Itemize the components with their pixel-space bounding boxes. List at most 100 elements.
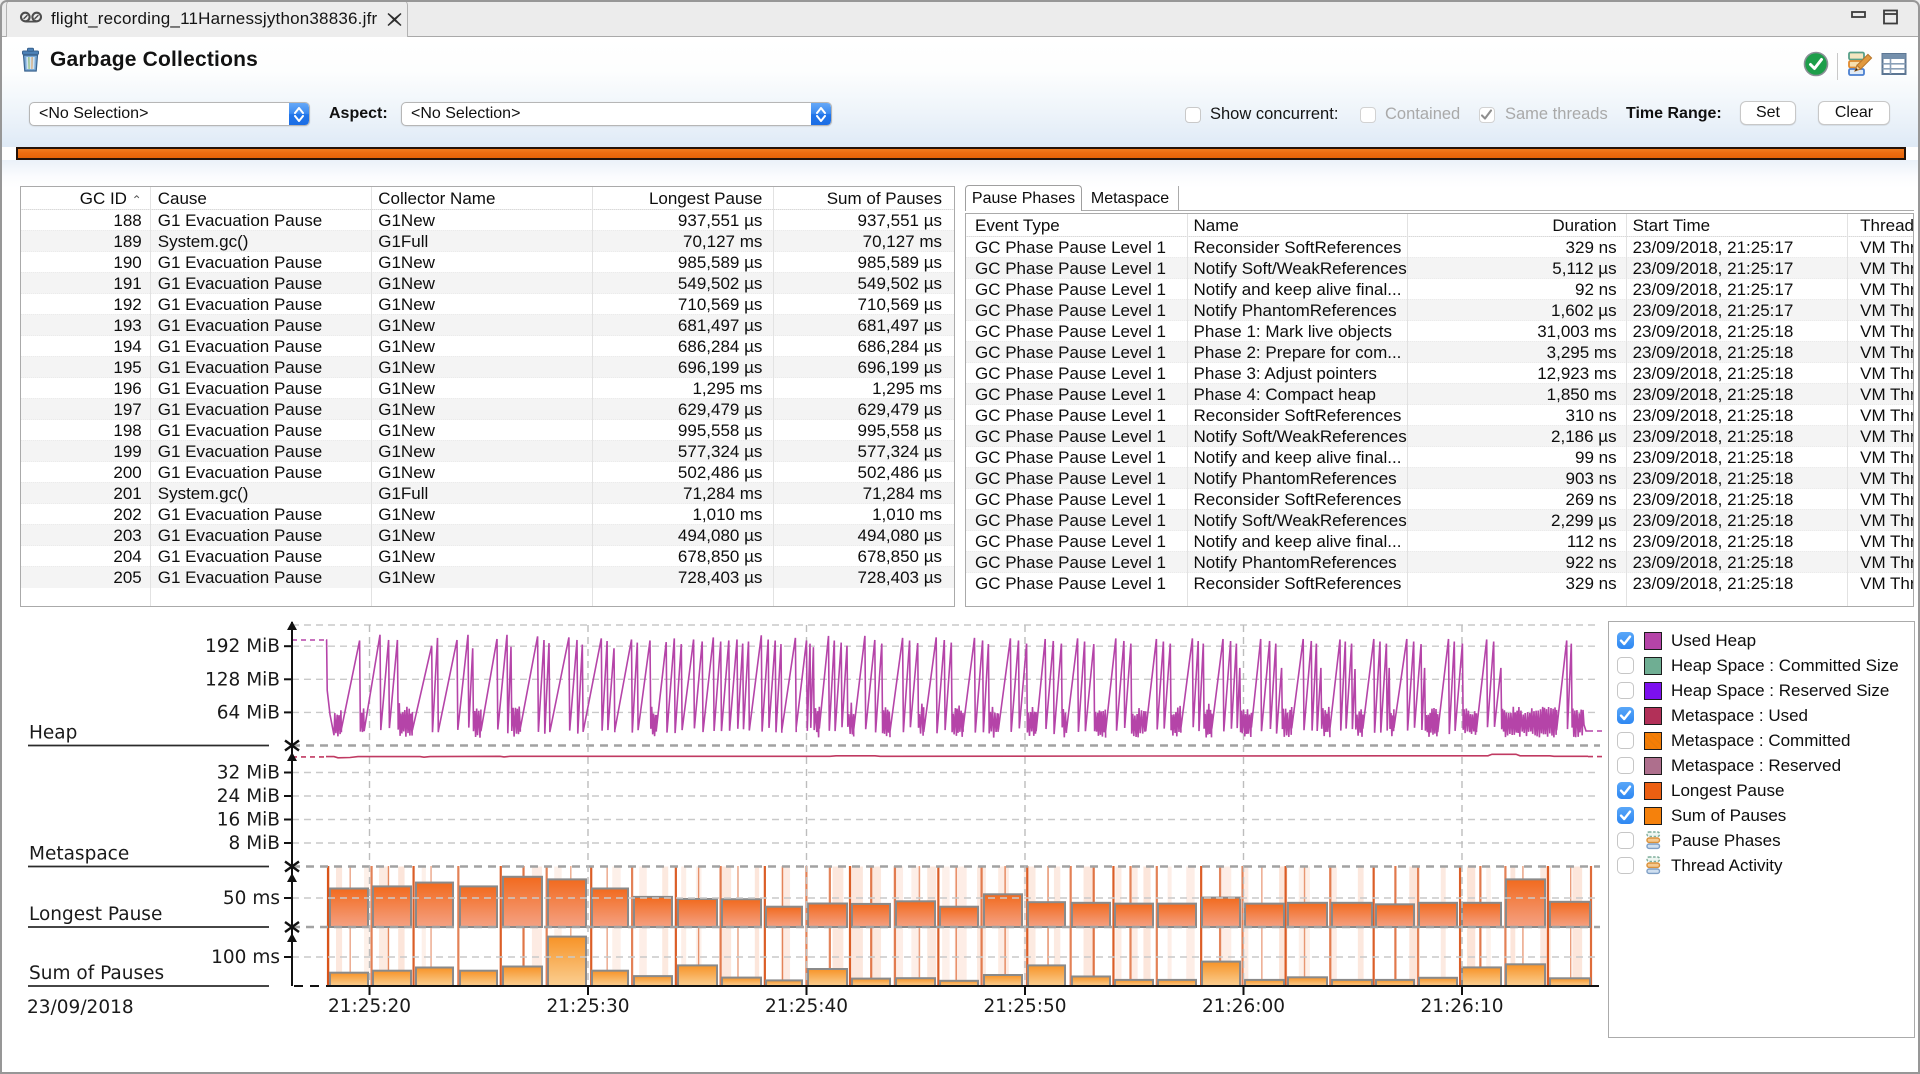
table-row[interactable]: GC Phase Pause Level 1 Reconsider SoftRef… [966, 488, 1913, 510]
tab-close-icon[interactable] [387, 10, 402, 28]
legend-checkbox[interactable] [1617, 632, 1634, 649]
time-range-clear-button[interactable]: Clear [1818, 101, 1890, 125]
table-row[interactable]: GC Phase Pause Level 1 Phase 2: Prepare f… [966, 341, 1913, 363]
longest-pause-bar[interactable] [721, 898, 763, 929]
longest-pause-bar[interactable] [1548, 900, 1591, 929]
longest-pause-bar[interactable] [502, 875, 544, 928]
column-header[interactable]: Thread [1860, 216, 1913, 235]
result-ok-icon[interactable] [1803, 51, 1829, 82]
legend-checkbox[interactable] [1617, 832, 1634, 849]
column-header[interactable]: Collector Name [378, 189, 496, 208]
table-row[interactable]: GC Phase Pause Level 1 Phase 3: Adjust po… [966, 362, 1913, 384]
table-row[interactable]: GC Phase Pause Level 1 Reconsider SoftRef… [966, 572, 1913, 594]
table-row[interactable]: 203 G1 Evacuation Pause G1New 494,080 µs 494… [21, 524, 954, 546]
pause-phases-table-header[interactable]: Event Type Name Duration Start Time Thread [966, 214, 1913, 237]
legend-checkbox[interactable] [1617, 857, 1634, 874]
longest-pause-bar[interactable] [590, 887, 630, 928]
column-header[interactable]: Longest Pause [648, 189, 763, 208]
legend-checkbox[interactable] [1617, 657, 1634, 674]
legend-item[interactable]: Metaspace : Reserved [1617, 753, 1914, 778]
legend-item[interactable]: Longest Pause [1617, 778, 1914, 803]
sum-of-pauses-bar[interactable] [1201, 960, 1242, 988]
longest-pause-bar[interactable] [1417, 901, 1458, 929]
sum-of-pauses-bar[interactable] [1461, 966, 1503, 988]
table-row[interactable]: 198 G1 Evacuation Pause G1New 995,558 µs 995… [21, 419, 954, 441]
contained-checkbox[interactable] [1360, 107, 1376, 123]
longest-pause-bar[interactable] [764, 905, 803, 929]
table-row[interactable]: GC Phase Pause Level 1 Notify and keep al… [966, 278, 1913, 300]
longest-pause-bar[interactable] [414, 881, 455, 929]
legend-item[interactable]: Heap Space : Reserved Size [1617, 678, 1914, 703]
table-row[interactable]: 193 G1 Evacuation Pause G1New 681,497 µs 681… [21, 314, 954, 336]
longest-pause-bar[interactable] [1026, 901, 1067, 929]
table-row[interactable]: 195 G1 Evacuation Pause G1New 696,199 µs 696… [21, 356, 954, 378]
table-row[interactable]: GC Phase Pause Level 1 Phase 1: Mark live… [966, 320, 1913, 342]
sum-of-pauses-bar[interactable] [721, 976, 763, 988]
table-row[interactable]: GC Phase Pause Level 1 Notify Soft/WeakRe… [966, 425, 1913, 447]
table-row[interactable]: 196 G1 Evacuation Pause G1New 1,295 ms 1,295… [21, 377, 954, 399]
sum-of-pauses-bar[interactable] [328, 971, 369, 988]
sum-of-pauses-bar[interactable] [1417, 976, 1458, 988]
pause-phases-table[interactable]: Event Type Name Duration Start Time Thread GC… [965, 213, 1914, 607]
longest-pause-bar[interactable] [1070, 901, 1111, 929]
minimize-button[interactable] [1850, 9, 1868, 25]
legend-checkbox[interactable] [1617, 807, 1634, 824]
sum-of-pauses-bar[interactable] [677, 964, 719, 987]
gc-table[interactable]: GC ID ⌃ Cause Collector Name Longest Pause S… [20, 186, 955, 607]
legend-checkbox[interactable] [1617, 732, 1634, 749]
table-row[interactable]: GC Phase Pause Level 1 Reconsider SoftRef… [966, 404, 1913, 426]
column-header[interactable]: Start Time [1632, 216, 1711, 235]
table-row[interactable]: 205 G1 Evacuation Pause G1New 728,403 µs 728… [21, 566, 954, 588]
table-row[interactable]: 192 G1 Evacuation Pause G1New 710,569 µs 710… [21, 293, 954, 315]
longest-pause-bar[interactable] [677, 897, 719, 929]
table-row[interactable]: GC Phase Pause Level 1 Notify Soft/WeakRe… [966, 257, 1913, 279]
legend-item[interactable]: Used Heap [1617, 628, 1914, 653]
longest-pause-bar[interactable] [1201, 896, 1242, 928]
table-row[interactable]: GC Phase Pause Level 1 Phase 4: Compact h… [966, 383, 1913, 405]
tab-pause-phases[interactable]: Pause Phases [965, 185, 1082, 211]
legend-checkbox[interactable] [1617, 757, 1634, 774]
sum-of-pauses-bar[interactable] [1070, 975, 1111, 987]
table-row[interactable]: 202 G1 Evacuation Pause G1New 1,010 ms 1,010… [21, 503, 954, 525]
table-row[interactable]: GC Phase Pause Level 1 Notify PhantomRefe… [966, 467, 1913, 489]
longest-pause-bar[interactable] [850, 902, 892, 929]
editor-tab[interactable]: flight_recording_11Harnessjython38836.jf… [6, 0, 408, 37]
longest-pause-bar[interactable] [894, 900, 936, 929]
sum-of-pauses-bar[interactable] [502, 965, 544, 988]
legend-item[interactable]: Heap Space : Committed Size [1617, 653, 1914, 678]
table-row[interactable]: 189 System.gc() G1Full 70,127 ms 70,127 ms [21, 230, 954, 252]
column-header[interactable]: Event Type [975, 216, 1060, 235]
longest-pause-bar[interactable] [1244, 902, 1286, 928]
longest-pause-bar[interactable] [328, 887, 369, 928]
sum-of-pauses-bar[interactable] [414, 966, 455, 987]
longest-pause-bar[interactable] [459, 885, 498, 929]
table-row[interactable]: 200 G1 Evacuation Pause G1New 502,486 µs 502… [21, 461, 954, 483]
tab-metaspace[interactable]: Metaspace [1082, 186, 1179, 210]
longest-pause-bar[interactable] [983, 893, 1024, 929]
table-row[interactable]: GC Phase Pause Level 1 Notify PhantomRefe… [966, 299, 1913, 321]
time-range-slider[interactable] [16, 147, 1906, 160]
longest-pause-bar[interactable] [632, 895, 673, 929]
longest-pause-bar[interactable] [1505, 878, 1547, 929]
sum-of-pauses-bar[interactable] [546, 935, 587, 987]
legend-checkbox[interactable] [1617, 682, 1634, 699]
sum-of-pauses-bar[interactable] [632, 975, 673, 988]
column-header[interactable]: GC ID ⌃ [79, 189, 142, 208]
column-header[interactable]: Duration [1552, 216, 1617, 235]
column-header[interactable]: Name [1193, 216, 1239, 235]
longest-pause-bar[interactable] [546, 878, 587, 929]
table-row[interactable]: 191 G1 Evacuation Pause G1New 549,502 µs 549… [21, 272, 954, 294]
sum-of-pauses-bar[interactable] [850, 977, 892, 987]
table-row[interactable]: GC Phase Pause Level 1 Notify PhantomRefe… [966, 551, 1913, 573]
table-settings-icon[interactable] [1881, 52, 1907, 81]
sum-of-pauses-bar[interactable] [983, 974, 1024, 987]
longest-pause-bar[interactable] [807, 902, 849, 929]
longest-pause-bar[interactable] [371, 885, 412, 929]
legend-checkbox[interactable] [1617, 782, 1634, 799]
legend-checkbox[interactable] [1617, 707, 1634, 724]
legend-item[interactable]: Metaspace : Committed [1617, 728, 1914, 753]
table-row[interactable]: 204 G1 Evacuation Pause G1New 678,850 µs 678… [21, 545, 954, 567]
maximize-button[interactable] [1882, 9, 1900, 25]
longest-pause-bar[interactable] [1157, 902, 1197, 928]
